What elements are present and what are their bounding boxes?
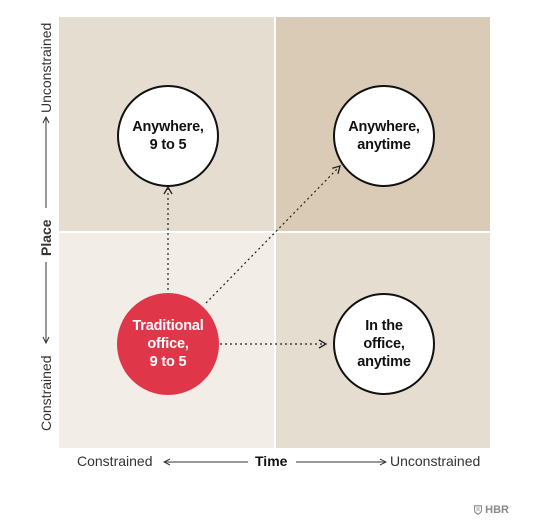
x-axis-min-label: Constrained (77, 453, 153, 469)
brand-logo: HBR (474, 504, 509, 516)
circle-traditional-office: Traditional office, 9 to 5 (117, 293, 219, 395)
circle-in-the-office-anytime: In the office, anytime (333, 293, 435, 395)
circle-label: In the office, anytime (357, 318, 411, 370)
brand-name: HBR (485, 504, 509, 516)
y-axis-min-label: Constrained (38, 355, 54, 432)
circle-label: Anywhere, 9 to 5 (132, 119, 204, 153)
y-axis-title: Place (38, 219, 54, 256)
circle-anywhere-9-to-5: Anywhere, 9 to 5 (117, 85, 219, 187)
x-axis-max-label: Unconstrained (390, 453, 481, 469)
x-axis-title: Time (255, 453, 288, 469)
circle-label: Traditional office, 9 to 5 (132, 318, 204, 370)
shield-icon (474, 505, 483, 515)
circle-anywhere-anytime: Anywhere, anytime (333, 85, 435, 187)
circle-label: Anywhere, anytime (348, 119, 420, 153)
y-axis-max-label: Unconstrained (38, 22, 54, 113)
